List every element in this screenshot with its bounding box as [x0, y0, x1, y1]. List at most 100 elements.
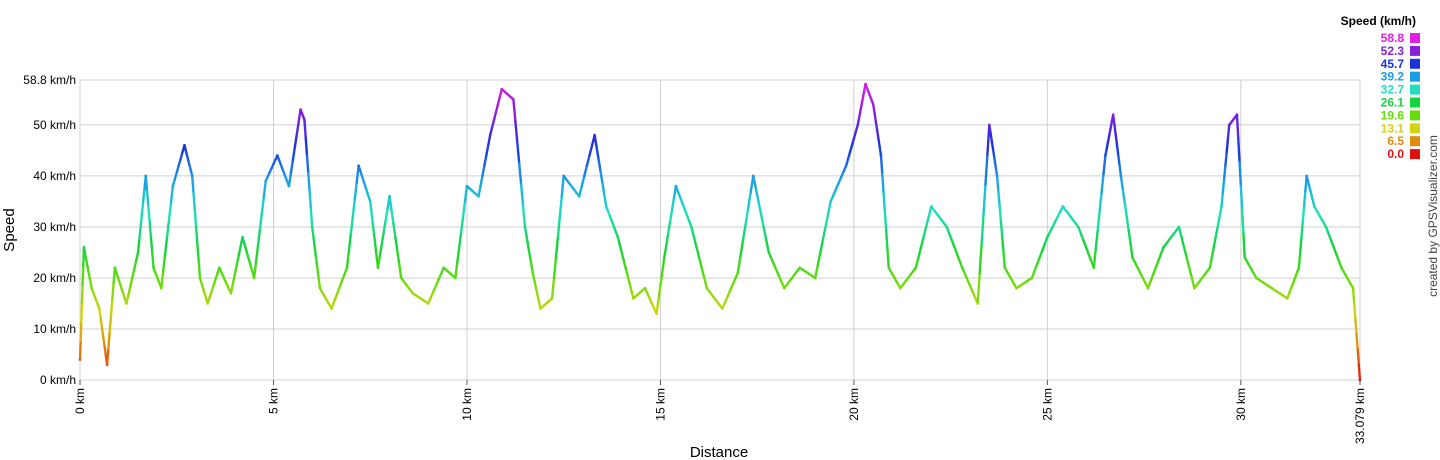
- series-segment: [1084, 246, 1090, 256]
- series-segment: [392, 222, 397, 239]
- series-segment: [458, 230, 463, 249]
- series-segment: [993, 157, 997, 169]
- series-segment: [577, 184, 583, 198]
- legend-swatch: [1410, 123, 1420, 134]
- series-segment: [1221, 178, 1226, 195]
- credit-text: created by GPSVisualizer.com: [1426, 135, 1440, 297]
- legend-entry-label: 52.3: [1381, 44, 1405, 58]
- series-segment: [826, 200, 832, 216]
- series-segment: [145, 190, 150, 208]
- data-point: [1340, 266, 1343, 270]
- series-segment: [558, 195, 563, 218]
- series-segment: [1212, 235, 1217, 249]
- series-segment: [1149, 273, 1155, 283]
- data-point: [929, 205, 933, 208]
- series-segment: [919, 235, 925, 249]
- series-segment: [193, 208, 198, 229]
- series-segment: [390, 208, 395, 225]
- data-point: [995, 174, 999, 178]
- series-segment: [1329, 239, 1335, 249]
- data-point: [655, 312, 658, 315]
- series-segment: [494, 103, 500, 114]
- series-segment: [132, 259, 138, 271]
- series-segment: [312, 235, 316, 249]
- x-axis-title: Distance: [690, 444, 748, 460]
- series-segment: [953, 246, 959, 256]
- data-point: [1015, 286, 1018, 290]
- series-segment: [109, 298, 114, 318]
- series-segment: [677, 191, 683, 201]
- series-segment: [289, 159, 295, 175]
- series-segment: [1297, 251, 1302, 269]
- series-segment: [700, 266, 706, 280]
- series-segment: [100, 326, 105, 338]
- series-segment: [697, 256, 703, 269]
- series-segment: [1226, 123, 1231, 140]
- data-point: [674, 184, 678, 188]
- data-point: [1077, 225, 1080, 229]
- series-segment: [997, 190, 1001, 208]
- data-point: [98, 307, 101, 310]
- data-point: [550, 297, 554, 300]
- series-segment: [317, 276, 322, 290]
- legend-entry-label: 45.7: [1381, 57, 1405, 71]
- data-point: [477, 195, 480, 198]
- series-segment: [583, 164, 589, 178]
- series-segment: [764, 238, 770, 254]
- series-segment: [79, 320, 83, 343]
- series-segment: [345, 249, 351, 269]
- series-segment: [1157, 252, 1163, 263]
- series-segment: [454, 261, 459, 280]
- series-segment: [1033, 263, 1039, 273]
- series-segment: [659, 275, 663, 287]
- series-segment: [525, 233, 529, 244]
- data-point: [241, 235, 244, 239]
- data-point: [1162, 246, 1165, 249]
- series-segment: [192, 191, 196, 212]
- series-segment: [1001, 235, 1005, 254]
- data-point: [1351, 286, 1355, 290]
- series-segment: [1117, 154, 1121, 167]
- series-segment: [483, 154, 488, 167]
- y-tick-label: 30 km/h: [33, 220, 76, 234]
- series-segment: [874, 120, 879, 132]
- series-segment: [99, 316, 104, 329]
- data-point: [252, 276, 256, 280]
- data-point: [798, 266, 802, 270]
- series-segment: [1182, 246, 1188, 259]
- series-segment: [922, 225, 928, 239]
- legend-title: Speed (km/h): [1341, 14, 1416, 28]
- data-point: [1235, 113, 1239, 116]
- data-point: [914, 266, 918, 270]
- data-point: [159, 286, 163, 290]
- series-segment: [1355, 332, 1359, 351]
- series-segment: [527, 248, 532, 259]
- series-segment: [260, 195, 266, 215]
- series-segment: [481, 164, 486, 178]
- series-segment: [655, 303, 660, 315]
- series-segment: [994, 166, 999, 178]
- series-segment: [668, 208, 674, 224]
- series-segment: [878, 145, 883, 157]
- series-segment: [138, 225, 142, 241]
- series-segment: [685, 212, 691, 222]
- series-segment: [376, 254, 382, 269]
- y-tick-label: 0 km/h: [40, 373, 76, 387]
- data-point: [705, 286, 709, 290]
- series-segment: [998, 205, 1003, 224]
- series-segment: [136, 238, 141, 254]
- data-point: [82, 246, 86, 249]
- data-point: [1255, 276, 1258, 280]
- series-segment: [1151, 266, 1157, 276]
- series-segment: [601, 181, 606, 196]
- data-point: [632, 297, 635, 300]
- legend-entry-label: 39.2: [1381, 70, 1405, 84]
- series-segment: [927, 205, 933, 218]
- series-segment: [196, 242, 200, 263]
- series-segment: [976, 272, 981, 305]
- series-segment: [80, 302, 84, 324]
- series-segment: [1092, 247, 1097, 269]
- series-segment: [1235, 113, 1240, 140]
- series-segment: [237, 245, 242, 258]
